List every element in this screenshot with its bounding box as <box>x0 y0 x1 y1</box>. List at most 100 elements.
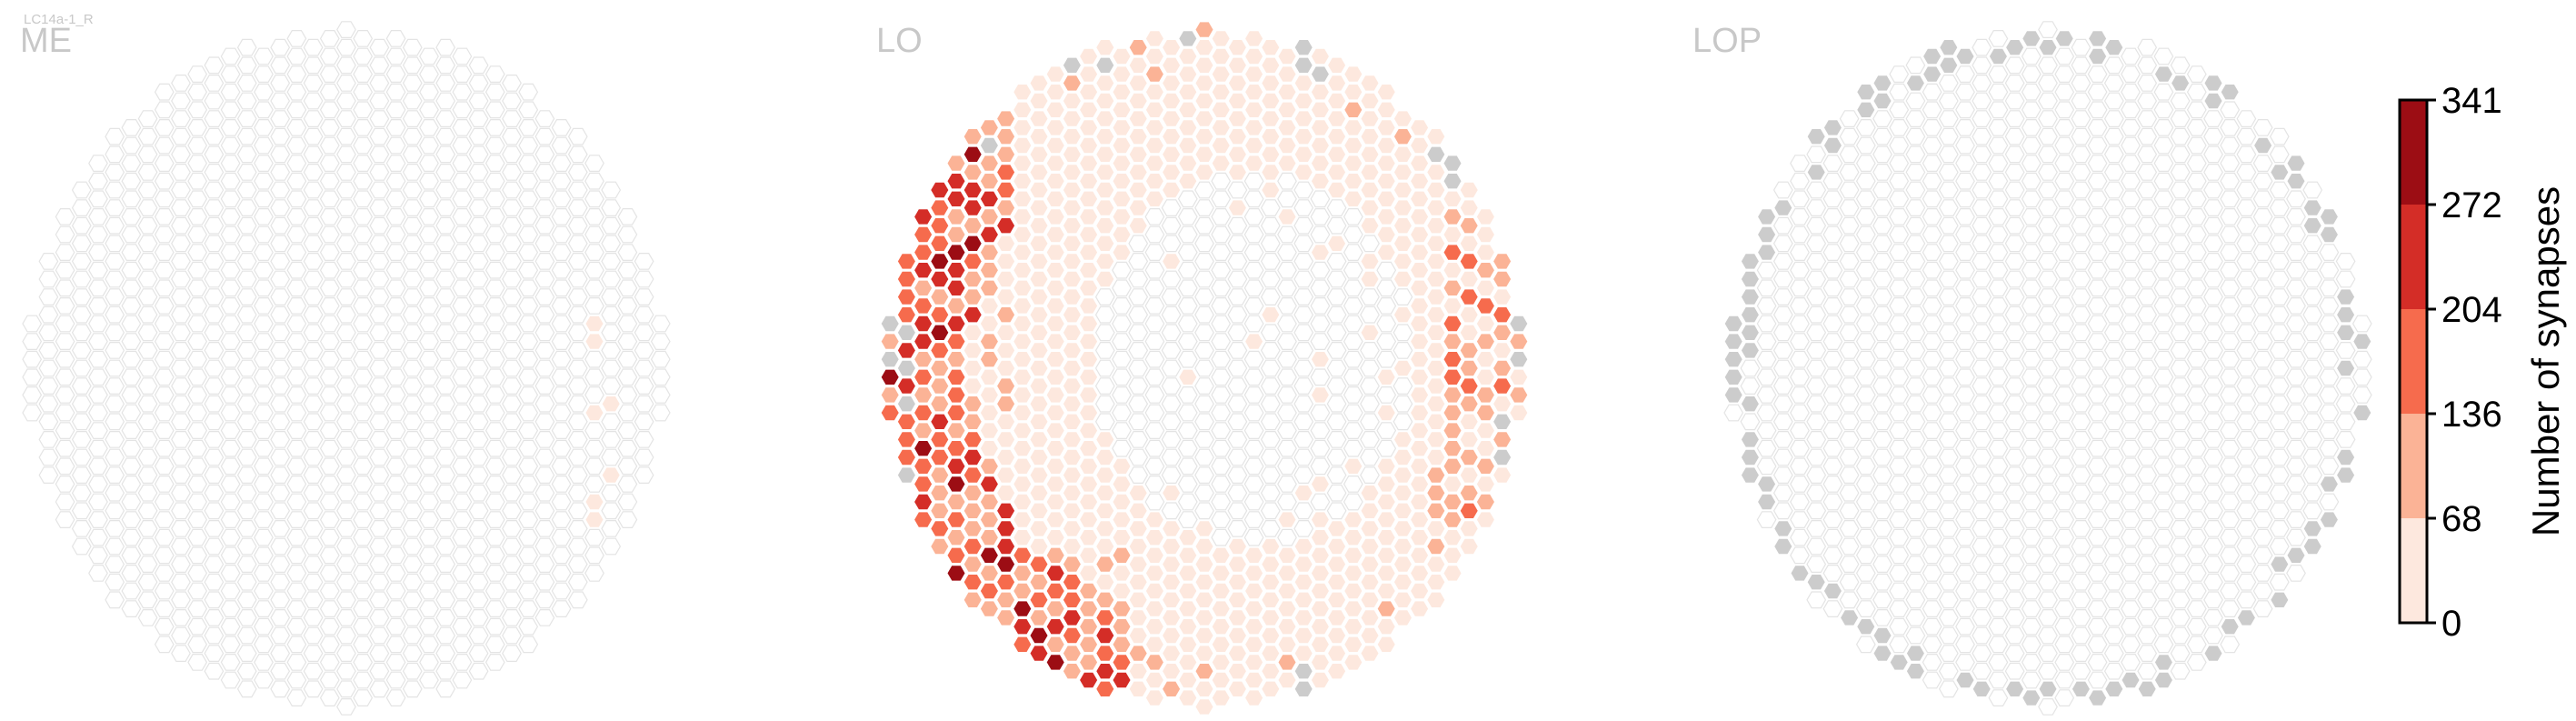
hex-cell <box>1922 47 1942 65</box>
hex-cell <box>2220 83 2241 101</box>
hex-cell <box>254 546 274 565</box>
hex-cell <box>484 172 505 190</box>
hex-cell <box>137 448 158 466</box>
hex-cell <box>1310 297 1331 315</box>
hex-cell <box>1326 235 1347 253</box>
hex-cell <box>303 626 324 645</box>
hex-cell <box>2170 74 2191 92</box>
hex-cell <box>995 537 1016 556</box>
hex-cell <box>1045 155 1066 172</box>
hex-cell <box>171 645 191 663</box>
hex-cell <box>353 244 374 261</box>
hex-cell <box>1144 422 1165 439</box>
hex-cell <box>2153 225 2174 244</box>
hex-cell <box>2220 119 2241 136</box>
hex-cell <box>1889 172 1910 190</box>
hex-cell <box>369 359 390 377</box>
hex-cell <box>369 92 390 110</box>
hex-cell <box>1078 208 1099 225</box>
hex-cell <box>1822 350 1843 368</box>
hex-cell <box>2319 422 2340 439</box>
hex-cell <box>551 422 572 439</box>
hex-cell <box>1211 333 1232 350</box>
hex-cell <box>1988 119 2009 136</box>
hex-cell <box>1326 645 1347 663</box>
hex-cell <box>435 502 456 520</box>
hex-cell <box>452 511 473 529</box>
hex-cell <box>204 502 225 520</box>
hex-cell <box>567 573 588 591</box>
hex-cell <box>2137 199 2158 216</box>
hex-cell <box>567 537 588 556</box>
hex-cell <box>353 119 374 136</box>
hex-cell <box>1078 600 1099 618</box>
hex-cell <box>1029 377 1049 395</box>
hex-cell <box>1343 617 1363 636</box>
hex-cell <box>1938 502 1959 520</box>
hex-cell <box>2021 689 2042 707</box>
hex-cell <box>1360 484 1380 502</box>
hex-cell <box>1062 608 1083 626</box>
hex-cell <box>1508 386 1529 404</box>
hex-cell <box>319 439 340 457</box>
hex-cell <box>1094 199 1115 216</box>
hex-cell <box>2071 270 2092 288</box>
hex-cell <box>1822 439 1843 457</box>
hex-cell <box>1889 422 1910 439</box>
hex-cell <box>2269 537 2290 556</box>
hex-cell <box>1459 466 1480 485</box>
hex-cell <box>204 342 225 359</box>
hex-cell <box>484 653 505 671</box>
hex-cell <box>1938 110 1959 127</box>
hex-cell <box>385 208 406 225</box>
hex-cell <box>452 172 473 190</box>
hex-cell <box>419 600 439 618</box>
hex-cell <box>154 439 175 457</box>
hex-cell <box>1012 636 1033 654</box>
hex-cell <box>551 315 572 333</box>
hex-cell <box>220 47 241 65</box>
hex-cell <box>1012 386 1033 404</box>
hex-cell <box>880 350 901 368</box>
hex-cell <box>254 101 274 119</box>
hex-cell <box>518 136 539 155</box>
hex-cell <box>270 110 291 127</box>
hex-cell <box>236 626 257 645</box>
hex-cell <box>353 190 374 208</box>
hex-cell <box>2286 155 2306 172</box>
hex-cell <box>468 235 489 253</box>
hex-cell <box>1243 119 1264 136</box>
hex-cell <box>979 172 1000 190</box>
hex-cell <box>2121 244 2141 261</box>
hex-cell <box>452 582 473 600</box>
hex-cell <box>2137 448 2158 466</box>
hex-cell <box>369 56 390 75</box>
hex-cell <box>2302 413 2323 431</box>
hex-cell <box>1756 208 1777 225</box>
hex-cell <box>435 591 456 609</box>
hex-cell <box>551 208 572 225</box>
hex-cell <box>1360 253 1380 270</box>
hex-cell <box>502 591 522 609</box>
hex-cell <box>1177 386 1198 404</box>
hex-cell <box>2153 83 2174 101</box>
hex-cell <box>1839 466 1860 485</box>
hex-cell <box>2269 270 2290 288</box>
hex-cell <box>584 155 604 172</box>
hex-cell <box>1243 582 1264 600</box>
hex-cell <box>617 439 638 457</box>
hex-cell <box>1094 74 1115 92</box>
hex-cell <box>1211 190 1232 208</box>
hex-cell <box>1227 431 1248 448</box>
hex-cell <box>1161 556 1182 574</box>
hex-cell <box>353 368 374 386</box>
hex-cell <box>518 528 539 546</box>
hex-cell <box>1872 413 1892 431</box>
hex-cell <box>353 101 374 119</box>
hex-cell <box>2220 190 2241 208</box>
hex-cell <box>1872 519 1892 537</box>
hex-cell <box>1905 431 1926 448</box>
hex-cell <box>1343 190 1363 208</box>
hex-cell <box>1260 466 1281 485</box>
